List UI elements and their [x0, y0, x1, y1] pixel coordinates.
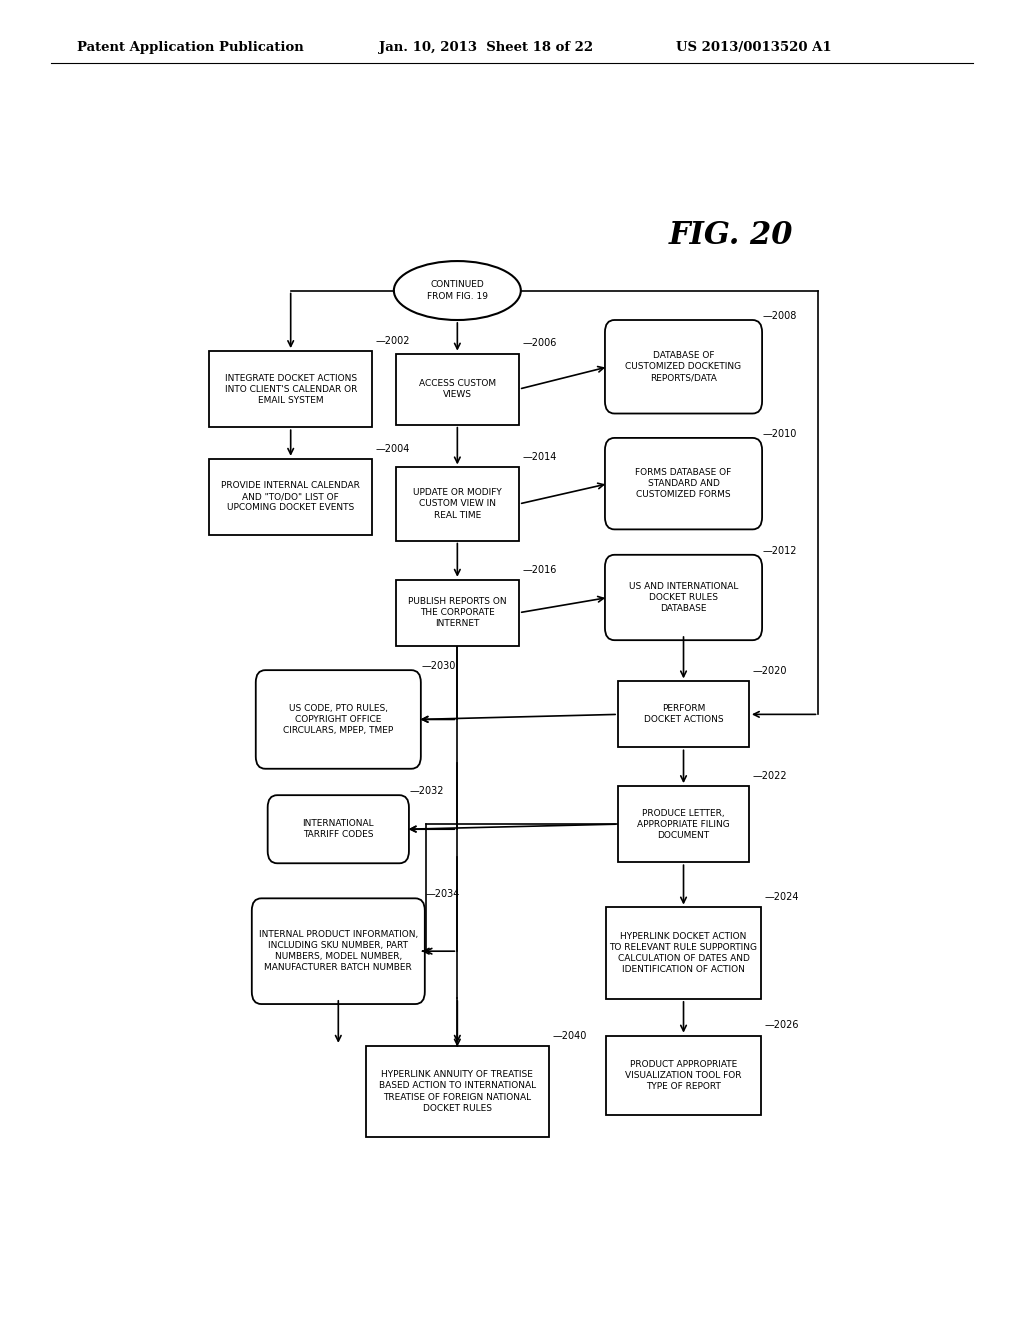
- Text: —2020: —2020: [753, 667, 787, 676]
- Text: —2004: —2004: [376, 444, 411, 454]
- FancyBboxPatch shape: [252, 899, 425, 1005]
- Text: PROVIDE INTERNAL CALENDAR
AND "TO/DO" LIST OF
UPCOMING DOCKET EVENTS: PROVIDE INTERNAL CALENDAR AND "TO/DO" LI…: [221, 482, 360, 512]
- Text: INTERNATIONAL
TARRIFF CODES: INTERNATIONAL TARRIFF CODES: [302, 820, 374, 840]
- FancyBboxPatch shape: [605, 319, 762, 413]
- FancyBboxPatch shape: [605, 554, 762, 640]
- Text: FORMS DATABASE OF
STANDARD AND
CUSTOMIZED FORMS: FORMS DATABASE OF STANDARD AND CUSTOMIZE…: [636, 469, 731, 499]
- Text: —2012: —2012: [763, 545, 798, 556]
- FancyBboxPatch shape: [256, 671, 421, 768]
- Text: —2030: —2030: [422, 661, 456, 671]
- Text: CONTINUED
FROM FIG. 19: CONTINUED FROM FIG. 19: [427, 280, 487, 301]
- Text: PUBLISH REPORTS ON
THE CORPORATE
INTERNET: PUBLISH REPORTS ON THE CORPORATE INTERNE…: [408, 597, 507, 628]
- FancyBboxPatch shape: [367, 1045, 549, 1138]
- FancyBboxPatch shape: [209, 459, 372, 535]
- Text: —2024: —2024: [765, 892, 800, 903]
- FancyBboxPatch shape: [606, 907, 761, 999]
- Text: —2008: —2008: [763, 312, 798, 321]
- FancyBboxPatch shape: [618, 681, 749, 747]
- Text: —2006: —2006: [523, 338, 557, 348]
- Text: —2010: —2010: [763, 429, 798, 440]
- Text: Patent Application Publication: Patent Application Publication: [77, 41, 303, 54]
- FancyBboxPatch shape: [605, 438, 762, 529]
- FancyBboxPatch shape: [396, 467, 519, 541]
- Text: —2022: —2022: [753, 771, 787, 781]
- Text: —2040: —2040: [553, 1031, 587, 1040]
- Text: —2002: —2002: [376, 335, 411, 346]
- Text: FIG. 20: FIG. 20: [669, 220, 794, 251]
- Text: —2034: —2034: [426, 890, 460, 899]
- Text: PRODUCE LETTER,
APPROPRIATE FILING
DOCUMENT: PRODUCE LETTER, APPROPRIATE FILING DOCUM…: [637, 809, 730, 840]
- Text: US 2013/0013520 A1: US 2013/0013520 A1: [676, 41, 831, 54]
- Text: HYPERLINK ANNUITY OF TREATISE
BASED ACTION TO INTERNATIONAL
TREATISE OF FOREIGN : HYPERLINK ANNUITY OF TREATISE BASED ACTI…: [379, 1071, 536, 1113]
- FancyBboxPatch shape: [396, 579, 519, 645]
- FancyBboxPatch shape: [267, 795, 409, 863]
- Text: INTERNAL PRODUCT INFORMATION,
INCLUDING SKU NUMBER, PART
NUMBERS, MODEL NUMBER,
: INTERNAL PRODUCT INFORMATION, INCLUDING …: [259, 931, 418, 973]
- Text: UPDATE OR MODIFY
CUSTOM VIEW IN
REAL TIME: UPDATE OR MODIFY CUSTOM VIEW IN REAL TIM…: [413, 488, 502, 520]
- Text: US CODE, PTO RULES,
COPYRIGHT OFFICE
CIRCULARS, MPEP, TMEP: US CODE, PTO RULES, COPYRIGHT OFFICE CIR…: [284, 704, 393, 735]
- Text: HYPERLINK DOCKET ACTION
TO RELEVANT RULE SUPPORTING
CALCULATION OF DATES AND
IDE: HYPERLINK DOCKET ACTION TO RELEVANT RULE…: [609, 932, 758, 974]
- FancyBboxPatch shape: [618, 785, 749, 862]
- Text: US AND INTERNATIONAL
DOCKET RULES
DATABASE: US AND INTERNATIONAL DOCKET RULES DATABA…: [629, 582, 738, 612]
- FancyBboxPatch shape: [396, 354, 519, 425]
- Text: INTEGRATE DOCKET ACTIONS
INTO CLIENT'S CALENDAR OR
EMAIL SYSTEM: INTEGRATE DOCKET ACTIONS INTO CLIENT'S C…: [224, 374, 357, 405]
- Text: ACCESS CUSTOM
VIEWS: ACCESS CUSTOM VIEWS: [419, 379, 496, 399]
- Text: —2014: —2014: [523, 453, 557, 462]
- Text: —2026: —2026: [765, 1020, 800, 1031]
- FancyBboxPatch shape: [209, 351, 372, 428]
- Text: —2016: —2016: [523, 565, 557, 574]
- Text: PERFORM
DOCKET ACTIONS: PERFORM DOCKET ACTIONS: [644, 705, 723, 725]
- Text: PRODUCT APPROPRIATE
VISUALIZATION TOOL FOR
TYPE OF REPORT: PRODUCT APPROPRIATE VISUALIZATION TOOL F…: [626, 1060, 741, 1090]
- Text: DATABASE OF
CUSTOMIZED DOCKETING
REPORTS/DATA: DATABASE OF CUSTOMIZED DOCKETING REPORTS…: [626, 351, 741, 383]
- Text: —2032: —2032: [410, 787, 444, 796]
- FancyBboxPatch shape: [606, 1036, 761, 1115]
- Text: Jan. 10, 2013  Sheet 18 of 22: Jan. 10, 2013 Sheet 18 of 22: [379, 41, 593, 54]
